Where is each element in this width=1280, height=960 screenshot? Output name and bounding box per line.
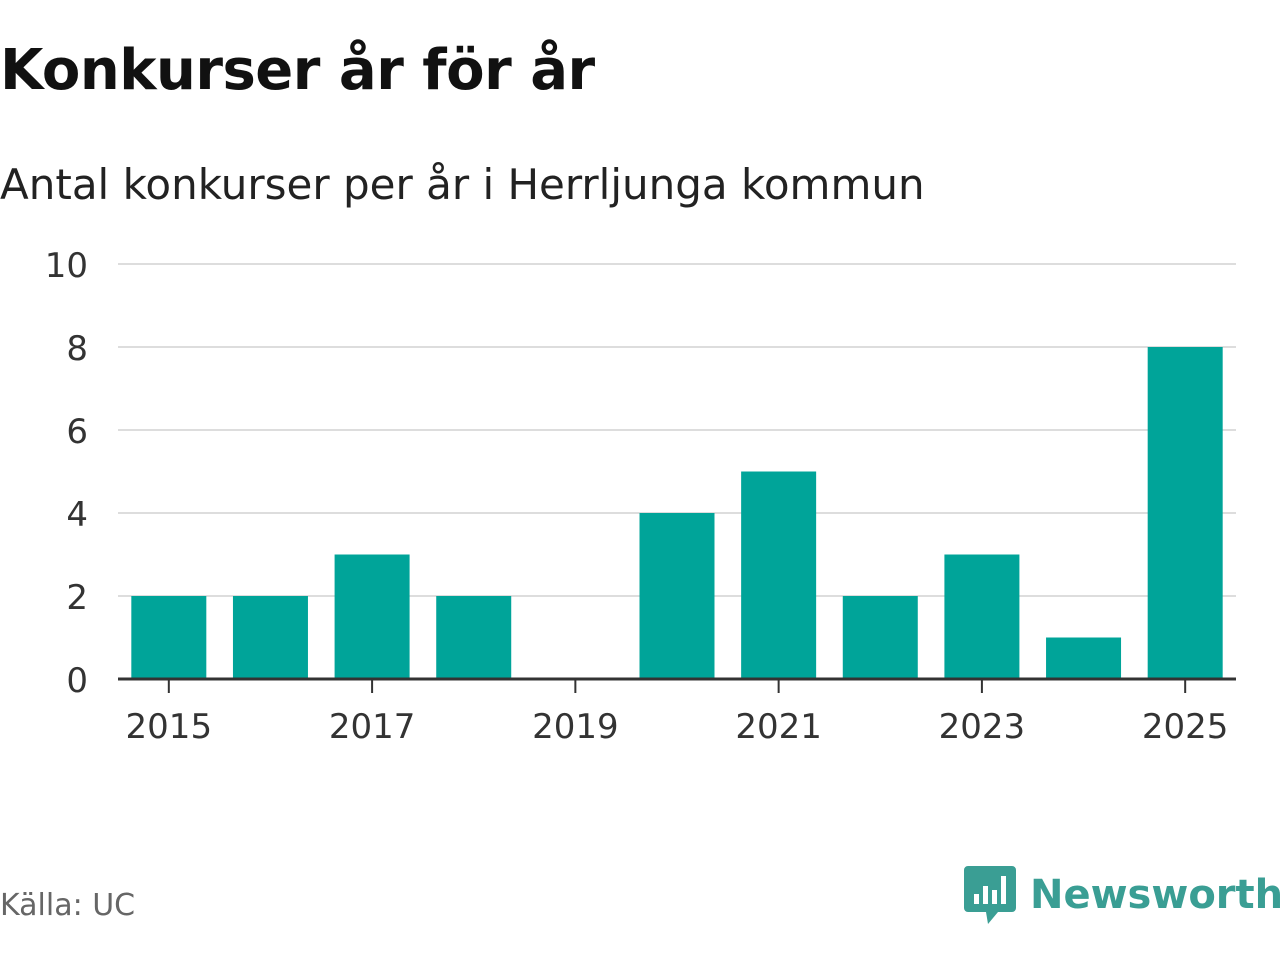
y-tick-label: 2 xyxy=(66,578,88,618)
brand-logo: Newsworthy xyxy=(964,864,1280,926)
x-tick-label: 2023 xyxy=(939,707,1026,747)
y-tick-label: 6 xyxy=(66,412,88,452)
source-note: Källa: UC xyxy=(0,888,136,923)
x-tick-label: 2017 xyxy=(329,707,416,747)
bar xyxy=(842,596,918,679)
y-tick-label: 0 xyxy=(66,661,88,701)
newsworthy-logo-icon xyxy=(964,866,1016,924)
bar xyxy=(1147,347,1223,679)
bar xyxy=(741,471,817,679)
chart-title: Konkurser år för år xyxy=(0,38,595,103)
x-tick-label: 2025 xyxy=(1142,707,1229,747)
x-tick-label: 2015 xyxy=(126,707,213,747)
y-tick-label: 4 xyxy=(66,495,88,535)
bar xyxy=(1046,637,1122,679)
bar xyxy=(232,596,308,679)
x-tick-label: 2021 xyxy=(735,707,822,747)
x-tick-label: 2019 xyxy=(532,707,619,747)
bar xyxy=(944,554,1020,679)
brand-name: Newsworthy xyxy=(1030,872,1280,918)
chart-subtitle: Antal konkurser per år i Herrljunga komm… xyxy=(0,160,925,209)
bar-chart: 0 2 4 6 8 10 2015 2017 2019 2021 2023 2025 xyxy=(45,246,1236,747)
bar xyxy=(436,596,512,679)
bar xyxy=(639,513,715,679)
y-tick-label: 10 xyxy=(45,246,88,286)
bar xyxy=(334,554,410,679)
bar xyxy=(131,596,207,679)
y-tick-label: 8 xyxy=(66,329,88,369)
